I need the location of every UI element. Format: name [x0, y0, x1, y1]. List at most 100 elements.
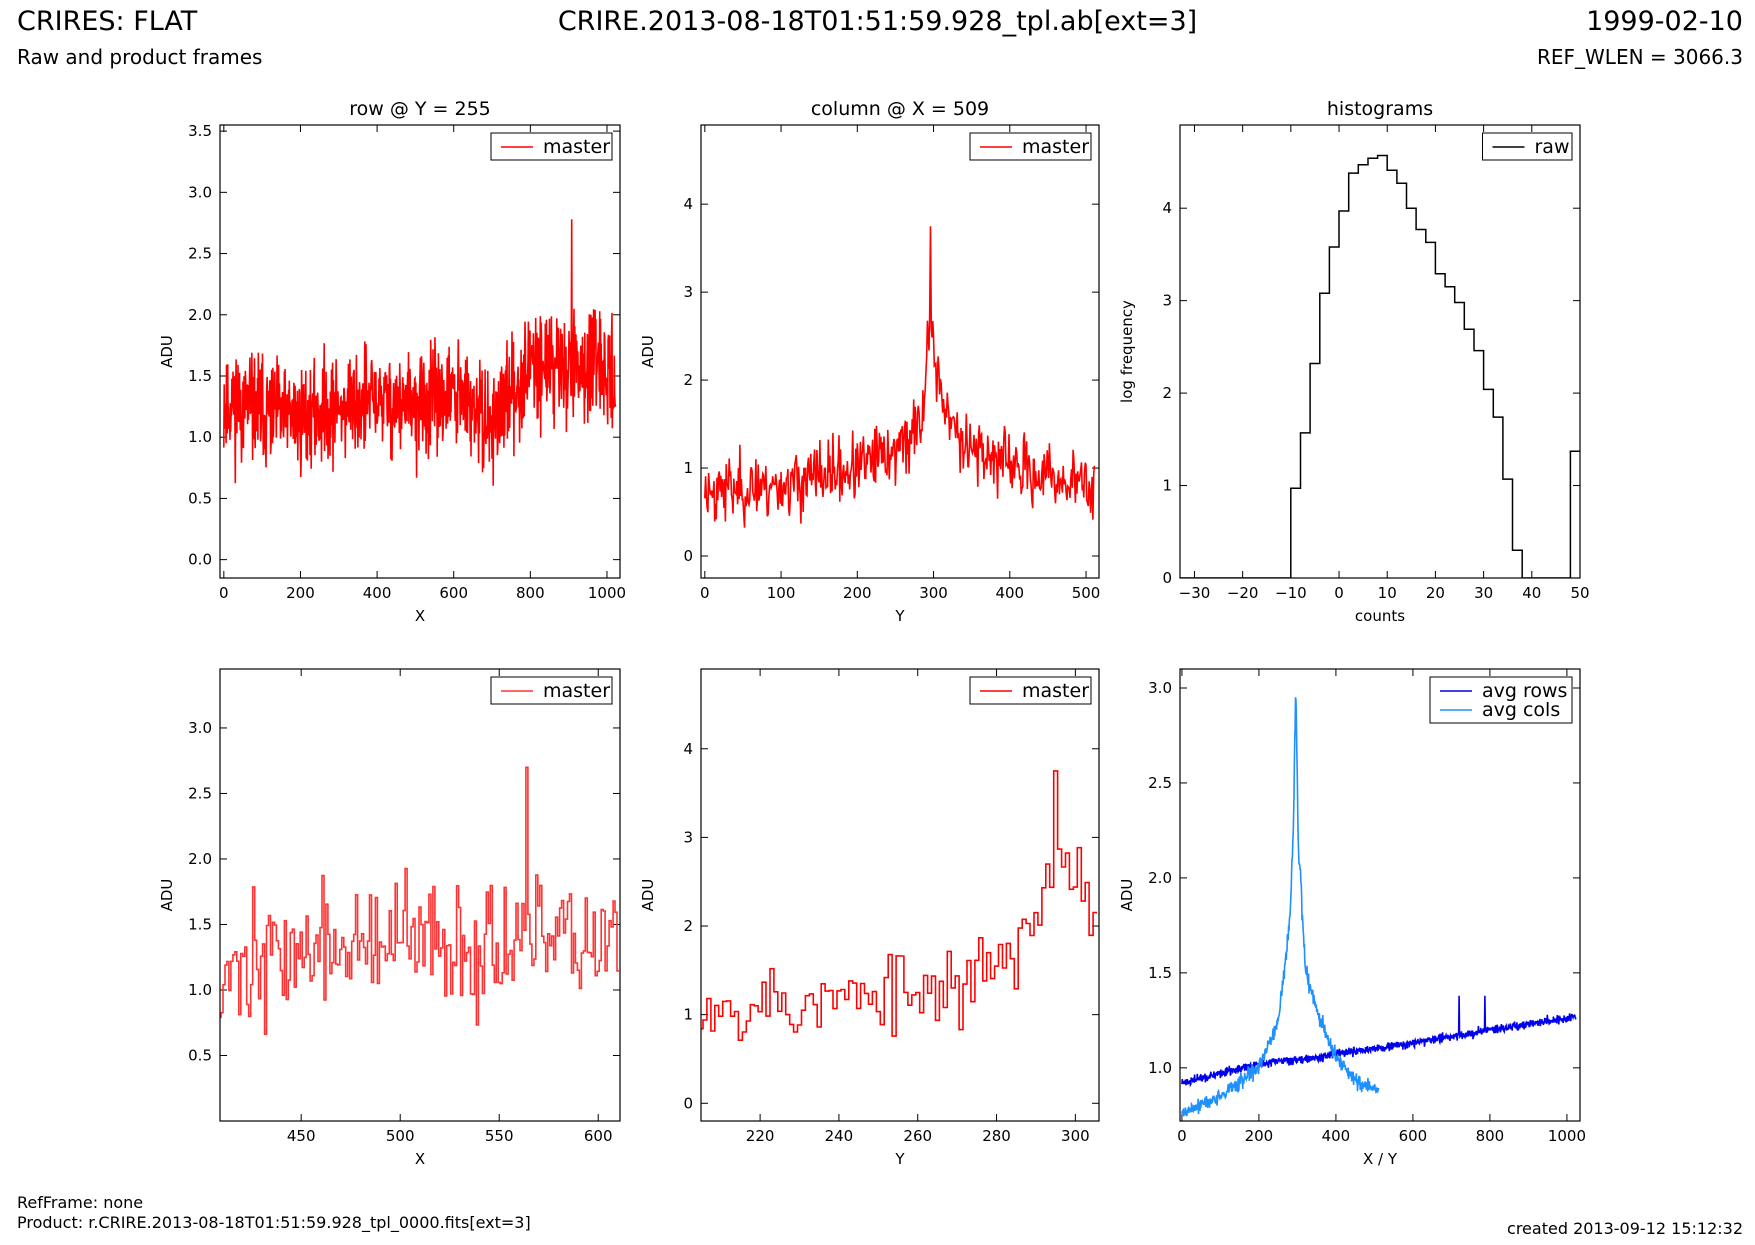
chart-panel-5: 220 240 260 280 300 0 1 2 3 4 Y ADU master	[639, 668, 1100, 1168]
x-tick-label: 600	[1399, 1127, 1428, 1145]
x-tick-label: 400	[995, 584, 1024, 602]
legend-label: avg rows	[1482, 680, 1567, 702]
legend-label: avg cols	[1482, 699, 1560, 721]
x-tick-label: 400	[363, 584, 392, 602]
x-axis-label: X	[415, 1150, 425, 1168]
series-raw-line	[1180, 154, 1580, 578]
plot-frame	[219, 124, 621, 579]
x-tick-label: 200	[286, 584, 315, 602]
y-tick-label: 1	[683, 1006, 693, 1024]
y-tick-label: 3.0	[188, 719, 212, 737]
refframe-label: RefFrame: none	[17, 1193, 144, 1212]
y-axis-label: ADU	[1118, 879, 1136, 912]
y-tick-label: 0	[683, 547, 693, 565]
y-tick-label: 3	[683, 283, 693, 301]
x-tick-label: 200	[843, 584, 872, 602]
y-tick-label: 2.0	[1148, 869, 1172, 887]
y-tick-label: 4	[683, 195, 693, 213]
x-tick-label: 100	[767, 584, 796, 602]
legend: raw	[1482, 132, 1573, 161]
y-axis-label: ADU	[158, 879, 176, 912]
y-tick-label: 0.5	[188, 1046, 212, 1064]
y-tick-label: 3	[1162, 292, 1172, 310]
y-tick-label: 2	[683, 371, 693, 389]
x-axis-label: X	[415, 607, 425, 625]
y-tick-label: 2.5	[1148, 774, 1172, 792]
x-tick-label: 300	[919, 584, 948, 602]
y-tick-label: 0	[683, 1094, 693, 1112]
series-avg-cols-line	[1181, 697, 1380, 1117]
chart-title: histograms	[1327, 98, 1433, 120]
x-axis-label: X / Y	[1363, 1150, 1398, 1168]
chart-title: column @ X = 509	[811, 98, 989, 120]
y-tick-label: 0	[1162, 569, 1172, 587]
y-tick-label: 2	[1162, 384, 1172, 402]
x-tick-label: 500	[1072, 584, 1101, 602]
page-title: CRIRES: FLAT	[17, 6, 198, 37]
x-tick-label: 1000	[1548, 1127, 1586, 1145]
x-tick-label: 800	[1476, 1127, 1505, 1145]
y-tick-label: 2.0	[188, 306, 212, 324]
series-master-line	[704, 226, 1096, 528]
x-tick-label: 20	[1426, 584, 1445, 602]
x-tick-label: 400	[1322, 1127, 1351, 1145]
y-tick-label: 0.0	[188, 551, 212, 569]
legend-box	[1429, 676, 1573, 724]
legend: master	[969, 676, 1092, 705]
x-tick-label: 200	[1245, 1127, 1274, 1145]
x-tick-label: 550	[485, 1127, 514, 1145]
x-tick-label: 260	[903, 1127, 932, 1145]
y-tick-label: 1.0	[188, 428, 212, 446]
y-tick-label: 1.0	[1148, 1059, 1172, 1077]
x-tick-label: 0	[700, 584, 710, 602]
y-axis-label: ADU	[639, 335, 657, 368]
plot-frame	[1179, 124, 1581, 579]
x-tick-label: 450	[287, 1127, 316, 1145]
y-tick-label: 0.5	[188, 489, 212, 507]
x-tick-label: 800	[516, 584, 545, 602]
chart-panel-2: column @ X = 509 0 100 200 300 400 500 0 1 2 3 4 Y AD…	[639, 98, 1100, 625]
x-tick-label: 280	[982, 1127, 1011, 1145]
x-tick-label: 600	[584, 1127, 613, 1145]
x-tick-label: 240	[825, 1127, 854, 1145]
x-tick-label: 40	[1522, 584, 1541, 602]
y-tick-label: 4	[683, 740, 693, 758]
y-tick-label: 1.5	[1148, 964, 1172, 982]
legend-box	[1482, 132, 1573, 161]
legend-label: master	[1022, 680, 1089, 702]
x-tick-label: 1000	[588, 584, 626, 602]
y-axis-label: ADU	[639, 879, 657, 912]
chart-panel-4: 450 500 550 600 0.5 1.0 1.5 2.0 2.5 3.0 X ADU master	[158, 668, 621, 1168]
y-tick-label: 3.0	[188, 183, 212, 201]
y-tick-label: 3.0	[1148, 679, 1172, 697]
y-tick-label: 1.0	[188, 981, 212, 999]
x-tick-label: 30	[1474, 584, 1493, 602]
y-tick-label: 1	[1162, 477, 1172, 495]
plot-frame	[219, 668, 621, 1122]
x-tick-label: −10	[1275, 584, 1307, 602]
y-tick-label: 1.5	[188, 367, 212, 385]
y-tick-label: 3.5	[188, 122, 212, 140]
x-tick-label: 600	[439, 584, 468, 602]
chart-panel-1: row @ Y = 255 0 200 400 600 800 1000 0.0 0.5 1.0 1…	[158, 98, 626, 625]
x-tick-label: 0	[1334, 584, 1344, 602]
series-avg-rows-line	[1181, 995, 1577, 1088]
series-master-line	[701, 770, 1097, 1041]
legend-label: raw	[1535, 136, 1570, 158]
y-tick-label: 2.5	[188, 784, 212, 802]
y-axis-label: ADU	[158, 335, 176, 368]
y-tick-label: 4	[1162, 199, 1172, 217]
chart-title: row @ Y = 255	[349, 98, 491, 120]
x-tick-label: 0	[1177, 1127, 1187, 1145]
x-tick-label: 10	[1378, 584, 1397, 602]
x-tick-label: 50	[1570, 584, 1589, 602]
chart-panel-3: histograms −30 −20 −10 0 10 20 30 40 50 0 1 2 3 4 count…	[1118, 98, 1590, 625]
y-tick-label: 1.5	[188, 915, 212, 933]
plot-frame	[700, 668, 1100, 1122]
plot-frame	[700, 124, 1100, 579]
x-tick-label: −30	[1179, 584, 1211, 602]
chart-panel-6: 0 200 400 600 800 1000 1.0 1.5 2.0 2.5 3.0 X / Y ADU…	[1118, 668, 1586, 1168]
y-tick-label: 2.5	[188, 245, 212, 263]
